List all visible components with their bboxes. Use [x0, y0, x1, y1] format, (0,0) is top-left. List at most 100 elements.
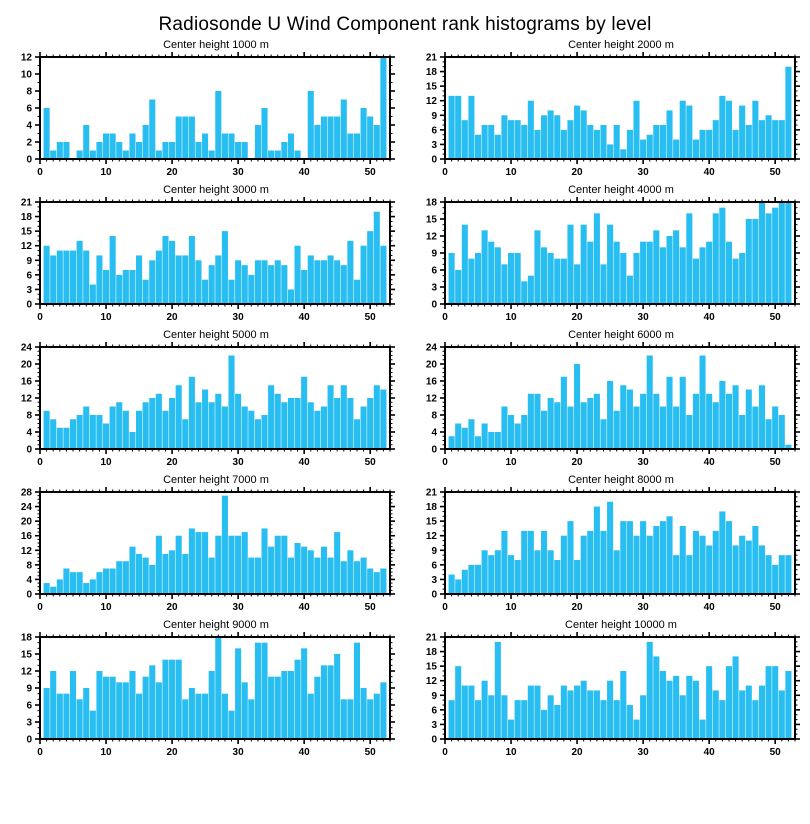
bar — [554, 560, 561, 594]
bar — [554, 258, 561, 304]
bar — [593, 506, 600, 594]
svg-text:0: 0 — [431, 735, 437, 746]
bar — [679, 695, 686, 739]
bar — [353, 561, 361, 594]
bar — [142, 125, 149, 159]
bar — [96, 142, 103, 159]
svg-text:3: 3 — [431, 283, 437, 294]
svg-text:50: 50 — [365, 747, 377, 758]
svg-text:30: 30 — [638, 312, 650, 323]
svg-text:0: 0 — [442, 312, 448, 323]
svg-text:20: 20 — [167, 312, 179, 323]
bar — [103, 133, 110, 159]
bar — [778, 415, 785, 449]
bar — [208, 402, 215, 449]
subplot-5000: Center height 5000 m 0 10 20 30 40 50 0 4 8 12 16 20… — [0, 328, 405, 473]
bar — [725, 241, 732, 304]
bar — [673, 555, 680, 594]
bar — [50, 255, 57, 304]
bar — [89, 415, 96, 449]
bar — [182, 419, 189, 449]
bar — [772, 120, 779, 159]
bar — [745, 685, 752, 739]
svg-text:0: 0 — [442, 747, 448, 758]
bar — [367, 699, 374, 739]
bar — [109, 568, 116, 594]
bar — [261, 260, 268, 304]
bar — [50, 419, 57, 449]
bar — [653, 656, 660, 739]
bar — [785, 671, 792, 739]
bar — [646, 241, 653, 304]
svg-text:50: 50 — [365, 602, 377, 613]
bar — [646, 134, 653, 159]
bar — [633, 406, 640, 449]
bar — [76, 572, 83, 594]
bar — [686, 105, 693, 159]
bar — [494, 550, 501, 594]
bar — [268, 150, 275, 159]
bar — [508, 415, 515, 449]
bar — [613, 410, 620, 449]
bar — [626, 389, 633, 449]
bar — [778, 202, 785, 304]
bar — [474, 436, 482, 449]
svg-text:12: 12 — [426, 232, 438, 243]
svg-text:9: 9 — [26, 684, 32, 695]
bar — [83, 250, 90, 304]
svg-text:0: 0 — [37, 167, 43, 178]
svg-text:40: 40 — [704, 312, 716, 323]
bar — [567, 224, 574, 304]
bar — [521, 125, 528, 159]
svg-text:6: 6 — [431, 705, 437, 716]
bar — [587, 690, 594, 739]
svg-text:20: 20 — [167, 602, 179, 613]
svg-text:0: 0 — [431, 155, 437, 166]
bar — [43, 108, 50, 159]
svg-text:0: 0 — [26, 300, 32, 311]
bar — [373, 385, 380, 449]
svg-text:10: 10 — [100, 602, 112, 613]
bar — [294, 543, 301, 594]
bar — [739, 415, 746, 449]
bar — [327, 385, 334, 449]
bar — [785, 555, 792, 594]
svg-text:21: 21 — [426, 53, 438, 64]
bar — [327, 557, 334, 594]
bar — [772, 666, 779, 739]
svg-text:10: 10 — [505, 457, 517, 468]
bar — [488, 695, 495, 739]
bar — [758, 545, 766, 594]
subplot-6000: Center height 6000 m 0 10 20 30 40 50 0 4 8 12 16 20… — [405, 328, 810, 473]
subplot-8000: Center height 8000 m 0 10 20 30 40 50 0 3 6 9 12 15 1… — [405, 473, 810, 618]
bar — [274, 150, 281, 159]
svg-text:0: 0 — [431, 445, 437, 456]
svg-text:0: 0 — [442, 457, 448, 468]
bar — [574, 364, 581, 449]
svg-text:21: 21 — [426, 633, 438, 644]
bar — [50, 671, 57, 739]
bar — [307, 693, 314, 739]
bar — [208, 671, 215, 739]
bar — [261, 528, 268, 594]
bar — [534, 685, 541, 739]
bar — [347, 398, 354, 449]
bar — [587, 398, 594, 449]
bar — [455, 423, 462, 449]
bar — [488, 241, 495, 304]
bar — [103, 270, 110, 304]
bar — [541, 709, 548, 739]
bar — [633, 100, 640, 159]
bar — [89, 150, 96, 159]
bar — [50, 586, 57, 594]
bar — [149, 99, 156, 159]
svg-text:3: 3 — [26, 285, 32, 296]
bar — [593, 690, 600, 739]
bar — [340, 265, 347, 304]
svg-text:50: 50 — [770, 167, 782, 178]
svg-text:0: 0 — [26, 590, 32, 601]
bar — [719, 381, 726, 449]
bar — [43, 410, 50, 449]
svg-text:6: 6 — [26, 270, 32, 281]
bar — [314, 125, 321, 159]
